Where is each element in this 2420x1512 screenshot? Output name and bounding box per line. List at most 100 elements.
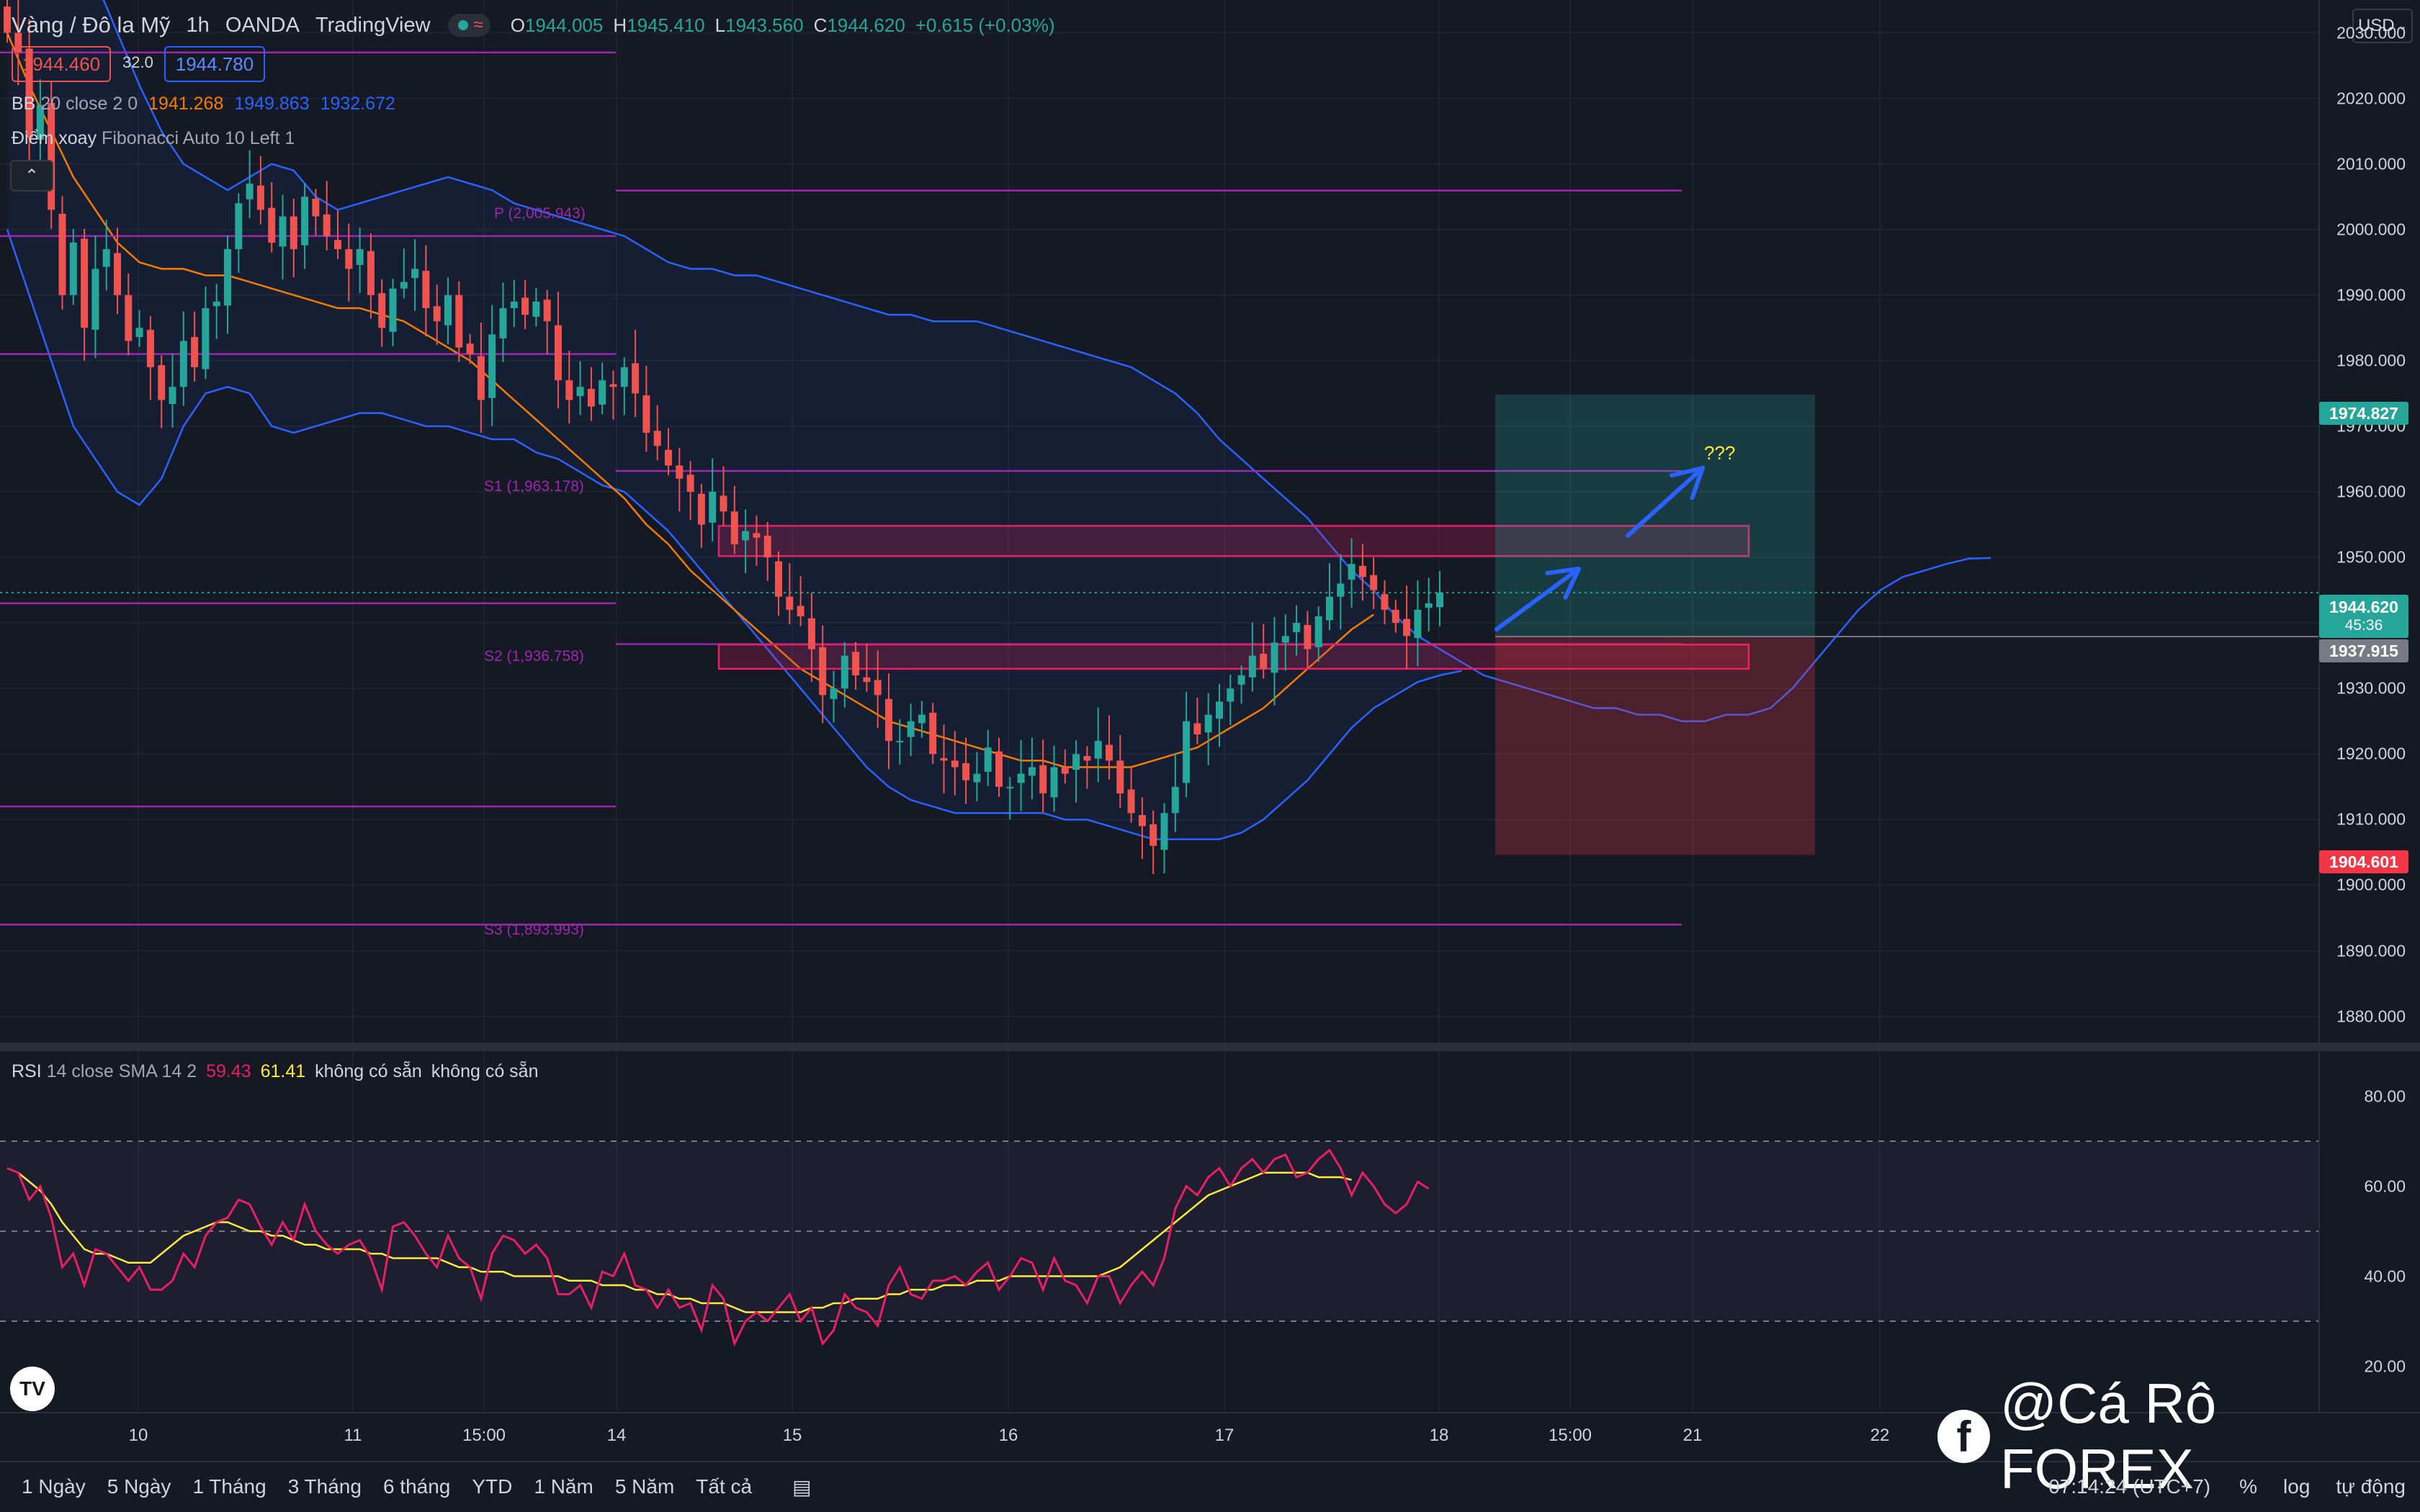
rsi-sma-value: 61.41 (260, 1061, 306, 1081)
price-tick: 1950.000 (2336, 547, 2406, 567)
range-button[interactable]: 6 tháng (382, 1475, 451, 1498)
time-tick: 15:00 (1548, 1426, 1592, 1445)
candle-body (1094, 741, 1102, 759)
candle-body (995, 751, 1003, 787)
range-button[interactable]: 1 Tháng (192, 1475, 266, 1498)
forecast-annotation[interactable]: ??? (1704, 442, 1736, 464)
candle-body (1260, 653, 1268, 669)
currency-dropdown[interactable]: USD ⌄ (2352, 9, 2413, 43)
forecast-arrows[interactable] (1494, 466, 1705, 631)
market-status-pill[interactable]: ≈ (447, 14, 490, 37)
candle-body (665, 449, 672, 466)
range-button[interactable]: 1 Ngày (22, 1475, 86, 1498)
chevron-down-icon: ⌄ (2397, 20, 2408, 32)
candle-body (48, 102, 55, 210)
price-tick: 1920.000 (2336, 744, 2406, 763)
range-button[interactable]: 5 Ngày (107, 1475, 171, 1498)
candle-body (984, 747, 992, 772)
range-button[interactable]: YTD (472, 1475, 513, 1498)
candle-body (301, 197, 309, 246)
candle-body (1039, 765, 1047, 793)
candle-body (620, 366, 628, 387)
candle-body (135, 328, 143, 338)
range-button[interactable]: Tất cả (696, 1475, 753, 1498)
log-toggle[interactable]: log (2283, 1475, 2311, 1498)
long-position-tool[interactable] (0, 394, 2319, 855)
rsi-legend[interactable]: RSI 14 close SMA 14 2 59.43 61.41 không … (12, 1061, 539, 1081)
candle-body (169, 387, 176, 404)
candle-body (256, 185, 264, 210)
candle-body (1270, 642, 1278, 673)
bb-legend[interactable]: BB 20 close 2 0 1941.268 1949.863 1932.6… (12, 94, 395, 114)
candle-body (114, 253, 121, 295)
candle-body (1414, 609, 1422, 639)
interval-label[interactable]: 1h (186, 13, 210, 37)
range-button[interactable]: 5 Năm (614, 1475, 675, 1498)
collapse-legend-button[interactable]: ⌃ (10, 160, 53, 192)
sell-button[interactable]: 1944.460 (12, 46, 111, 82)
range-button[interactable]: 1 Năm (534, 1475, 593, 1498)
percent-toggle[interactable]: % (2239, 1475, 2258, 1498)
range-button[interactable]: 3 Tháng (287, 1475, 362, 1498)
watermark: f @Cá Rô FOREX (1937, 1372, 2420, 1500)
candle-body (874, 680, 882, 696)
price-tick: 1910.000 (2336, 809, 2406, 829)
candle-body (918, 714, 926, 724)
rsi-tick: 40.00 (2364, 1266, 2406, 1285)
candle-body (642, 395, 650, 433)
candle-body (1193, 723, 1201, 734)
candle-body (312, 198, 320, 217)
open-value: 1944.005 (524, 14, 604, 36)
symbol-header: Vàng / Đô la Mỹ 1h OANDA TradingView ≈ O… (12, 9, 1055, 42)
market-open-icon (457, 20, 468, 30)
candle-body (730, 511, 738, 544)
candle-body (25, 48, 33, 138)
time-tick: 21 (1682, 1426, 1703, 1445)
date-range-icon[interactable]: ▤ (792, 1475, 812, 1498)
bollinger-bands (6, 0, 1991, 840)
candle-body (1017, 773, 1025, 783)
candle-body (1216, 701, 1223, 719)
candle-body (565, 380, 573, 400)
bb-upper-line (102, 0, 1991, 723)
candle-body (1337, 583, 1345, 597)
candle-body (367, 251, 375, 295)
stop-price-label: 1904.601 (2319, 850, 2408, 873)
candle-body (676, 465, 684, 479)
bb-basis-value: 1941.268 (148, 94, 224, 114)
candle-body (1171, 786, 1179, 814)
candle-body (697, 493, 705, 525)
price-tick: 2020.000 (2336, 89, 2406, 108)
auto-scale-toggle[interactable]: tự động (2336, 1475, 2406, 1498)
clock[interactable]: 07:14:24 (UTC+7) (2048, 1475, 2211, 1498)
profit-zone (1495, 394, 1815, 637)
candle-body (1281, 636, 1289, 643)
candle-body (807, 618, 815, 649)
price-tick: 1990.000 (2336, 285, 2406, 305)
candle-body (885, 698, 892, 742)
buy-button[interactable]: 1944.780 (164, 46, 265, 82)
time-tick: 17 (1214, 1426, 1234, 1445)
arrow-line (1626, 466, 1705, 538)
pivot-legend[interactable]: Điểm xoay Fibonacci Auto 10 Left 1 (12, 128, 295, 148)
time-tick: 15:00 (462, 1426, 506, 1445)
current-price-label: 1944.620 45:36 (2319, 595, 2408, 638)
candle-body (841, 655, 848, 689)
candle-body (1370, 575, 1378, 590)
candle-body (1006, 786, 1014, 788)
candle-body (1227, 688, 1234, 702)
candle-body (81, 238, 89, 328)
candle-body (224, 249, 231, 306)
candle-body (576, 387, 584, 397)
time-tick: 22 (1870, 1426, 1890, 1445)
arrow-line (1494, 567, 1581, 631)
rsi-tick: 20.00 (2364, 1356, 2406, 1375)
symbol-name[interactable]: Vàng / Đô la Mỹ (12, 12, 171, 37)
candle-body (1204, 714, 1212, 733)
tradingview-logo-icon[interactable]: TV (10, 1367, 55, 1411)
candle-body (830, 688, 838, 699)
change-value: +0.615 (+0.03%) (915, 14, 1055, 36)
candle-body (1183, 721, 1191, 783)
candle-body (1293, 623, 1301, 632)
